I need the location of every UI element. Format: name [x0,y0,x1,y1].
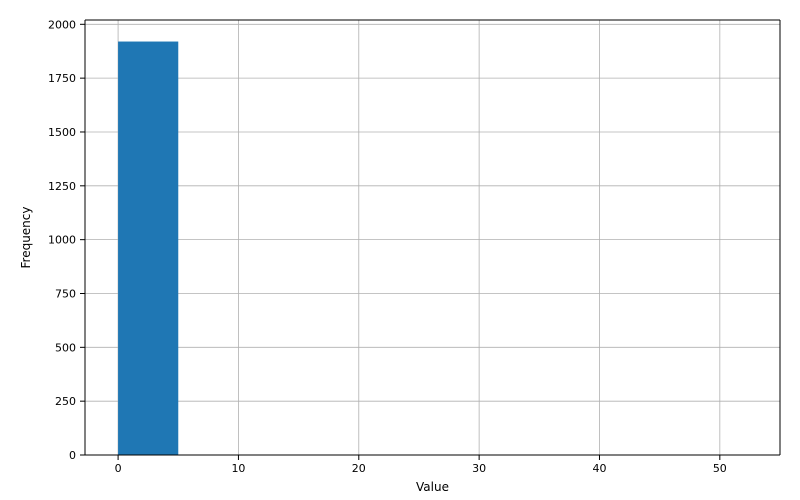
x-tick-label: 30 [472,462,486,475]
y-tick-label: 0 [69,449,76,462]
y-tick-label: 750 [55,287,76,300]
bars [118,42,178,455]
x-ticks: 0 10 20 30 40 50 [115,455,727,475]
y-tick-label: 1750 [48,72,76,85]
x-tick-label: 50 [713,462,727,475]
histogram-chart: 0102030405002505007501000125015001750200… [0,0,800,500]
y-tick-label: 1250 [48,180,76,193]
x-tick-label: 20 [352,462,366,475]
y-tick-label: 500 [55,341,76,354]
x-tick-label: 10 [231,462,245,475]
y-ticks: 0 250 500 750 1000 1250 1500 1750 2000 [48,18,85,462]
chart-svg: 0102030405002505007501000125015001750200… [0,0,800,500]
y-tick-label: 1000 [48,234,76,247]
y-tick-label: 1500 [48,126,76,139]
histogram-bar [118,42,178,455]
x-axis-label: Value [416,480,449,494]
grid [85,20,780,455]
y-tick-label: 2000 [48,18,76,31]
x-tick-label: 0 [115,462,122,475]
spines [85,20,780,455]
x-tick-label: 40 [592,462,606,475]
y-tick-label: 250 [55,395,76,408]
y-axis-label: Frequency [19,207,33,269]
